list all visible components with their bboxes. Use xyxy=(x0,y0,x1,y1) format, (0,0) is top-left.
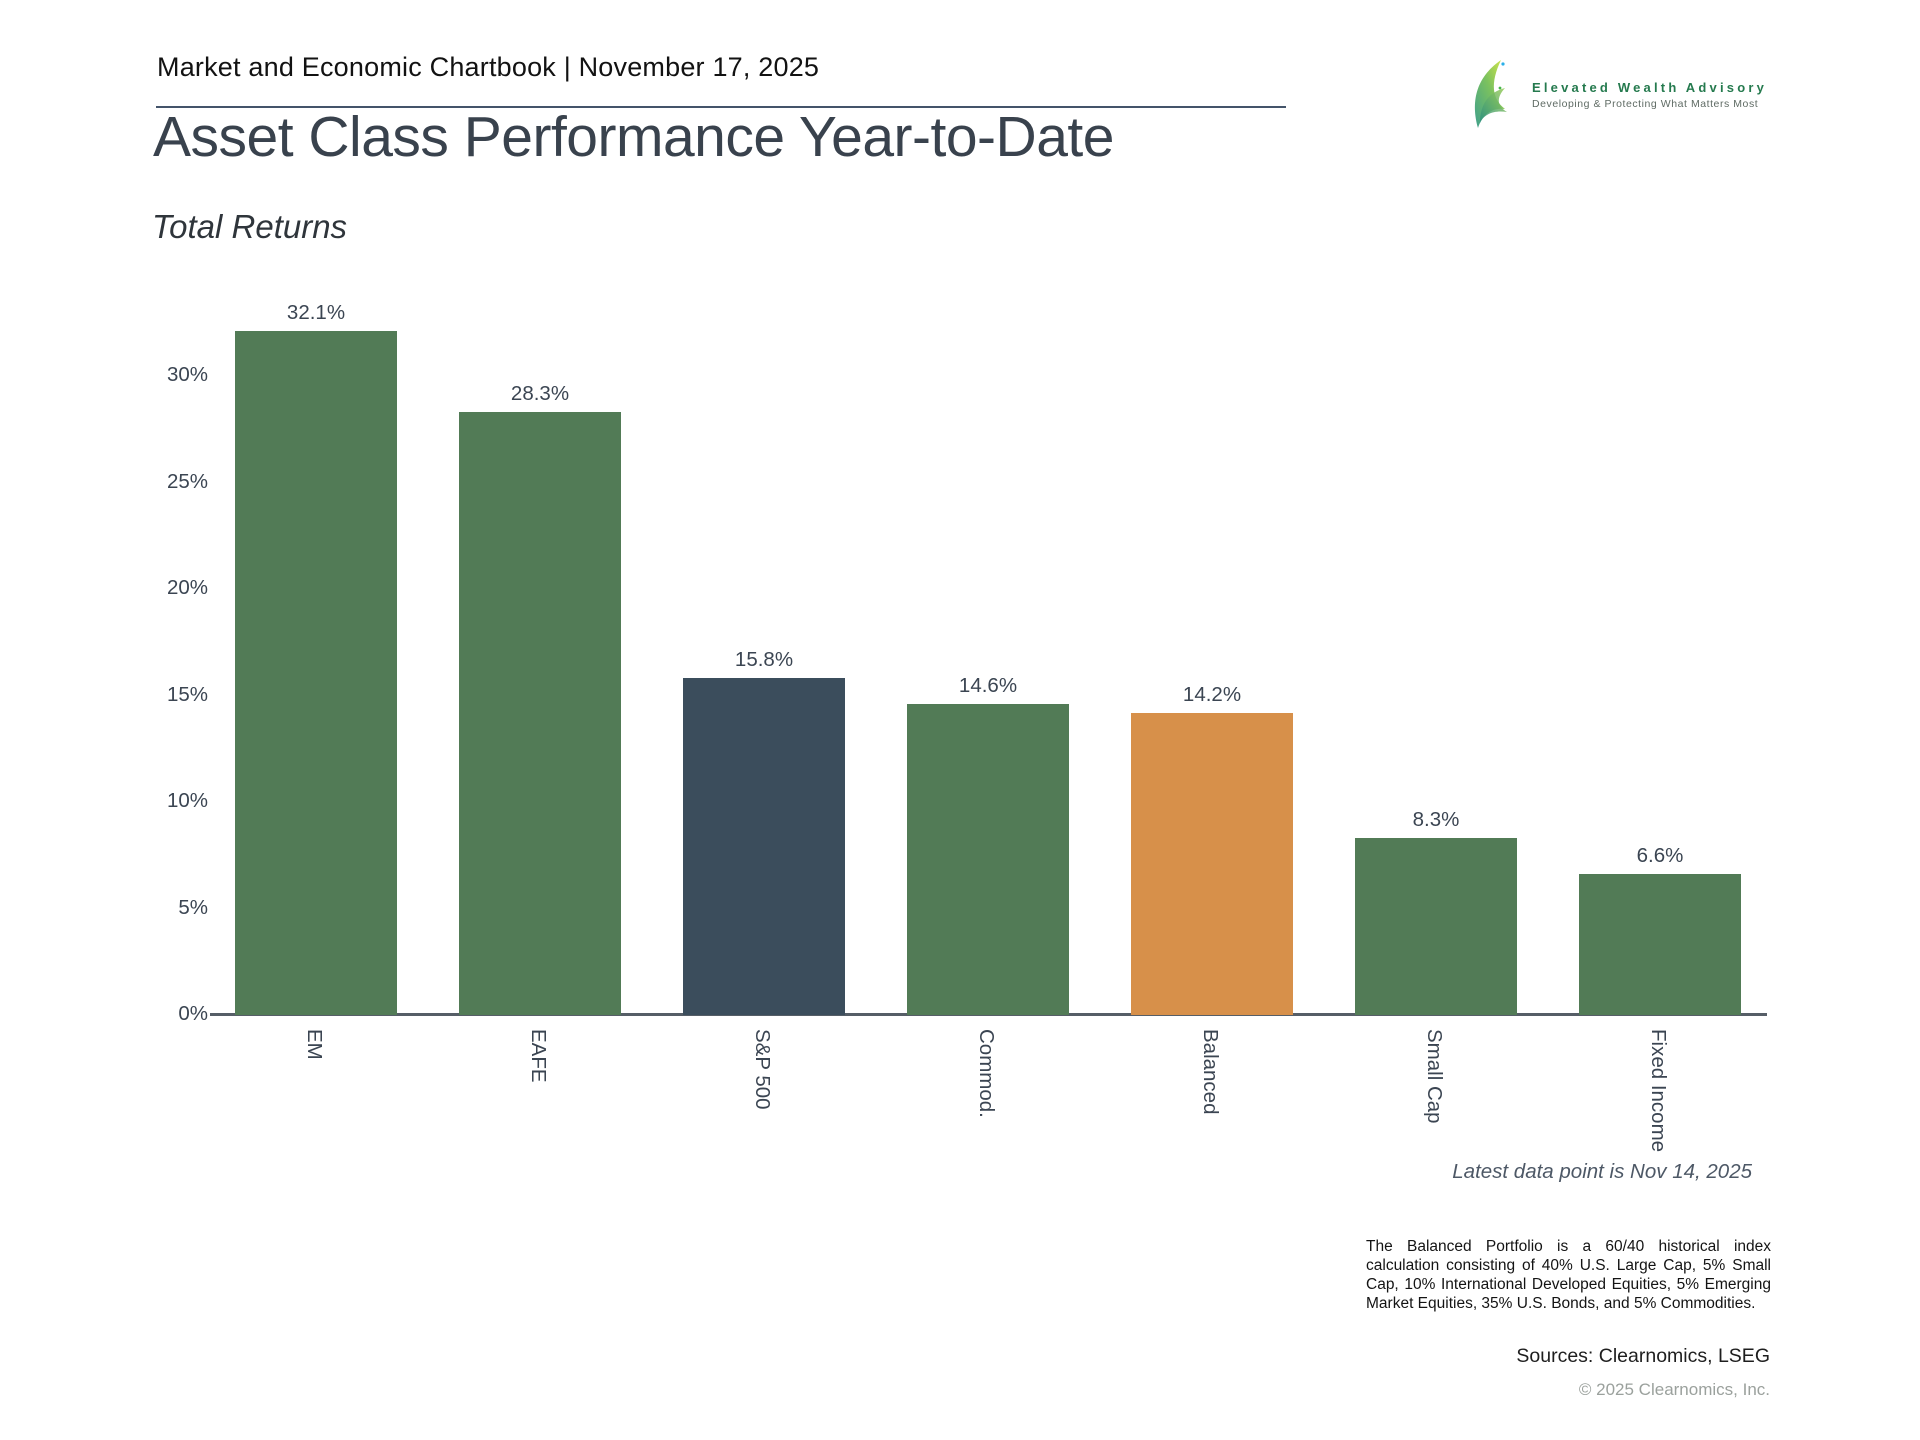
company-logo: Elevated Wealth Advisory Developing & Pr… xyxy=(1470,58,1767,135)
leaf-swoosh-icon xyxy=(1470,58,1518,135)
bar-value-label: 15.8% xyxy=(734,648,794,672)
x-axis-label: Balanced xyxy=(1199,1029,1222,1115)
bar xyxy=(235,331,397,1015)
x-axis-label: EM xyxy=(303,1029,326,1060)
bar xyxy=(1131,712,1293,1015)
sources-line: Sources: Clearnomics, LSEG xyxy=(1516,1345,1770,1367)
bar xyxy=(459,412,621,1015)
bar-value-label: 32.1% xyxy=(286,301,346,325)
logo-text: Elevated Wealth Advisory Developing & Pr… xyxy=(1532,80,1767,110)
bar-value-label: 28.3% xyxy=(510,382,570,406)
chartbook-header: Market and Economic Chartbook | November… xyxy=(157,52,820,82)
bar-value-label: 8.3% xyxy=(1412,808,1460,832)
y-axis-tick-label: 20% xyxy=(166,576,208,599)
x-axis-label: Fixed Income xyxy=(1647,1029,1670,1153)
x-axis-label: Commod. xyxy=(975,1029,998,1118)
copyright-line: © 2025 Clearnomics, Inc. xyxy=(1578,1380,1770,1399)
y-axis-tick-label: 5% xyxy=(178,895,208,919)
bar xyxy=(1355,838,1517,1015)
page-title: Asset Class Performance Year-to-Date xyxy=(153,105,1114,169)
y-axis-tick-label: 10% xyxy=(166,789,208,812)
bar xyxy=(683,678,845,1015)
x-axis-label: EAFE xyxy=(527,1029,550,1083)
x-axis-label: Small Cap xyxy=(1423,1029,1446,1124)
bar-value-label: 6.6% xyxy=(1636,844,1684,868)
header-divider xyxy=(156,106,1286,108)
logo-tagline: Developing & Protecting What Matters Mos… xyxy=(1532,98,1759,110)
page-subtitle: Total Returns xyxy=(152,208,348,245)
balanced-portfolio-footnote: The Balanced Portfolio is a 60/40 histor… xyxy=(1366,1238,1771,1313)
bar-value-label: 14.2% xyxy=(1182,682,1242,706)
y-axis-tick-label: 25% xyxy=(166,469,208,493)
y-axis-tick-label: 15% xyxy=(166,682,208,706)
y-axis-tick-label: 0% xyxy=(178,1002,208,1025)
bar xyxy=(1579,874,1741,1015)
latest-data-note: Latest data point is Nov 14, 2025 xyxy=(1452,1160,1752,1183)
bar-value-label: 14.6% xyxy=(958,674,1018,698)
logo-company-name: Elevated Wealth Advisory xyxy=(1532,80,1768,95)
x-axis-label: S&P 500 xyxy=(751,1029,774,1110)
bar xyxy=(907,704,1069,1015)
y-axis-tick-label: 30% xyxy=(166,363,208,386)
